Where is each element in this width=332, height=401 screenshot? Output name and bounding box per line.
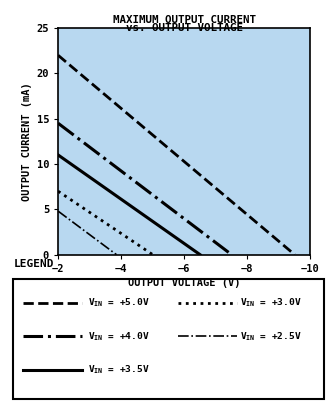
Text: V$_{\mathregular{IN}}$ = +2.5V: V$_{\mathregular{IN}}$ = +2.5V (240, 330, 301, 343)
Text: LEGEND: LEGEND (13, 259, 54, 269)
Y-axis label: OUTPUT CURRENT (mA): OUTPUT CURRENT (mA) (22, 82, 33, 201)
Text: vs. OUTPUT VOLTAGE: vs. OUTPUT VOLTAGE (126, 23, 243, 33)
Text: MAXIMUM OUTPUT CURRENT: MAXIMUM OUTPUT CURRENT (113, 15, 256, 25)
Text: V$_{\mathregular{IN}}$ = +4.0V: V$_{\mathregular{IN}}$ = +4.0V (88, 330, 149, 343)
Text: V$_{\mathregular{IN}}$ = +3.0V: V$_{\mathregular{IN}}$ = +3.0V (240, 296, 301, 309)
Text: V$_{\mathregular{IN}}$ = +3.5V: V$_{\mathregular{IN}}$ = +3.5V (88, 364, 149, 377)
Text: V$_{\mathregular{IN}}$ = +5.0V: V$_{\mathregular{IN}}$ = +5.0V (88, 296, 149, 309)
X-axis label: OUTPUT VOLTAGE (V): OUTPUT VOLTAGE (V) (128, 278, 240, 288)
